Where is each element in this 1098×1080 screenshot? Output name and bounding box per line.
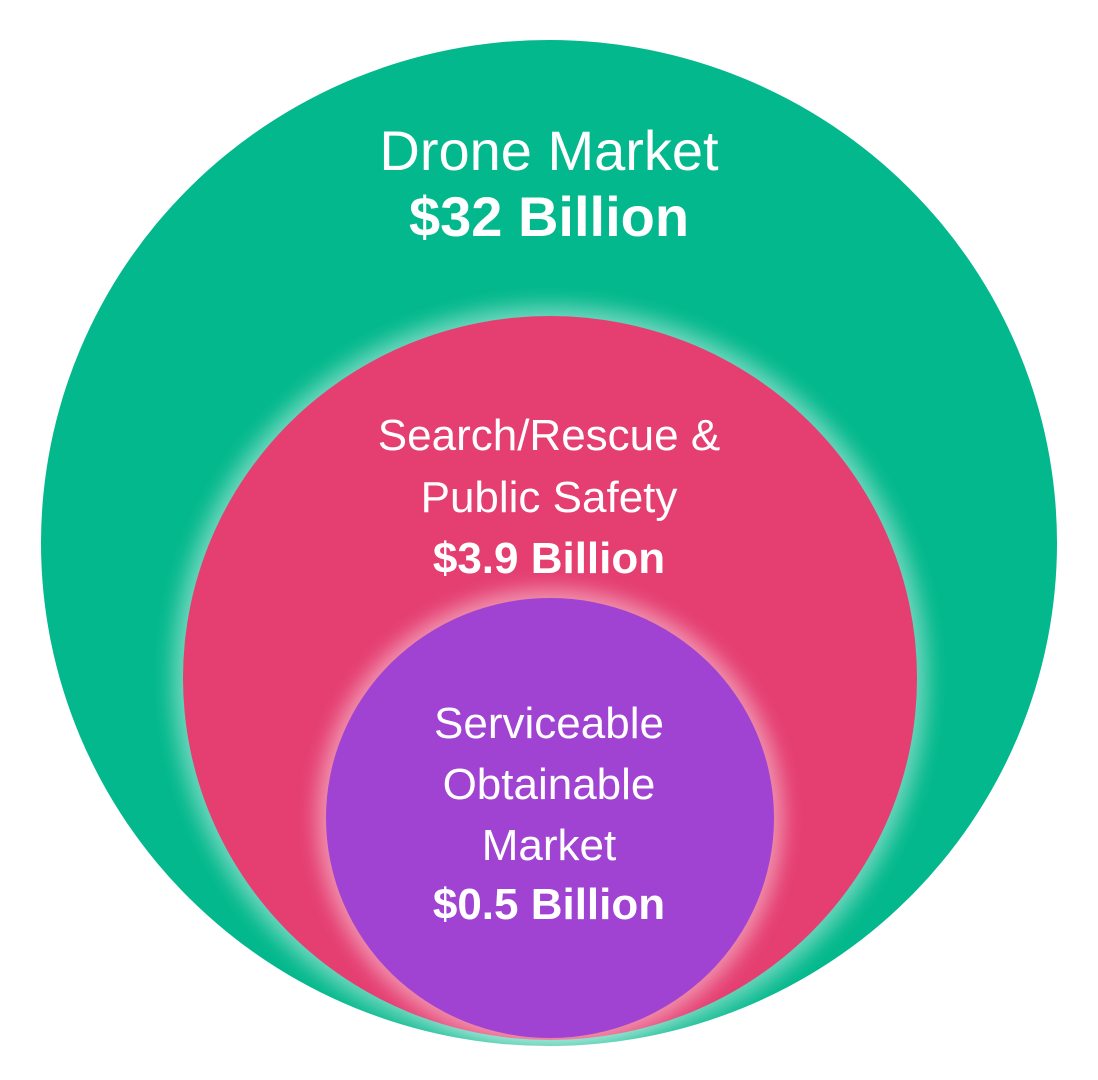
obtainable-market-circle	[326, 598, 774, 1038]
addressable-market-name: Search/Rescue & Public Safety	[377, 411, 721, 522]
total-market-label: Drone Market $32 Billion	[0, 120, 1098, 252]
obtainable-market-label: Serviceable Obtainable Market $0.5 Billi…	[0, 693, 1098, 934]
total-market-value: $32 Billion	[408, 185, 690, 248]
addressable-market-value: $3.9 Billion	[432, 534, 666, 583]
addressable-market-label: Search/Rescue & Public Safety $3.9 Billi…	[0, 405, 1098, 589]
obtainable-market-value: $0.5 Billion	[432, 880, 666, 929]
total-market-name: Drone Market	[379, 119, 719, 182]
obtainable-market-name: Serviceable Obtainable Market	[434, 699, 664, 870]
